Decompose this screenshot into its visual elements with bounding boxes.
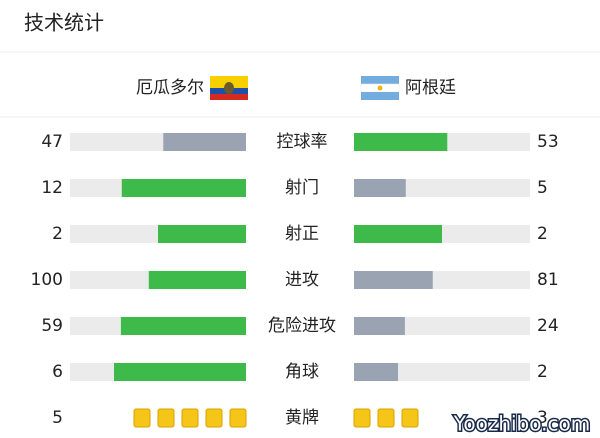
stat-label: 角球 [285,362,319,382]
away-value: 53 [537,132,559,152]
panel-title: 技术统计 [24,11,104,35]
away-bar [354,133,448,151]
stat-label: 危险进攻 [268,316,336,336]
yellow-card [157,408,175,428]
home-value: 47 [41,132,63,152]
away-bar [354,225,442,243]
away-value: 81 [537,270,559,290]
away-bar [354,363,398,381]
stat-label: 射门 [285,178,319,198]
yellow-card [229,408,247,428]
away-value: 2 [537,224,548,244]
yellow-card [205,408,223,428]
yellow-card [401,408,419,428]
home-value: 5 [52,408,63,428]
home-bar [163,133,246,151]
away-value: 5 [537,178,548,198]
yellow-card [181,408,199,428]
yellow-card [353,408,371,428]
home-bar [121,179,246,197]
watermark: Yoozhibo.com [453,412,590,436]
yellow-card [133,408,151,428]
away-value: 3 [537,408,548,428]
away-value: 24 [537,316,559,336]
stat-label: 射正 [285,224,319,244]
home-value: 12 [41,178,63,198]
away-flag [360,76,400,100]
home-value: 59 [41,316,63,336]
away-team: 阿根廷 [405,78,456,98]
away-value: 2 [537,362,548,382]
yellow-card [377,408,395,428]
home-bar [158,225,246,243]
home-value: 6 [52,362,63,382]
home-flag [210,76,248,100]
away-bar [354,271,433,289]
stat-label: 黄牌 [285,408,319,428]
home-bar [120,317,246,335]
home-value: 2 [52,224,63,244]
away-bar [354,179,406,197]
home-value: 100 [31,270,63,290]
stat-label: 进攻 [285,270,319,290]
away-bar [354,317,405,335]
home-bar [148,271,246,289]
home-team: 厄瓜多尔 [136,78,204,98]
stat-label: 控球率 [277,132,328,152]
home-bar [114,363,246,381]
